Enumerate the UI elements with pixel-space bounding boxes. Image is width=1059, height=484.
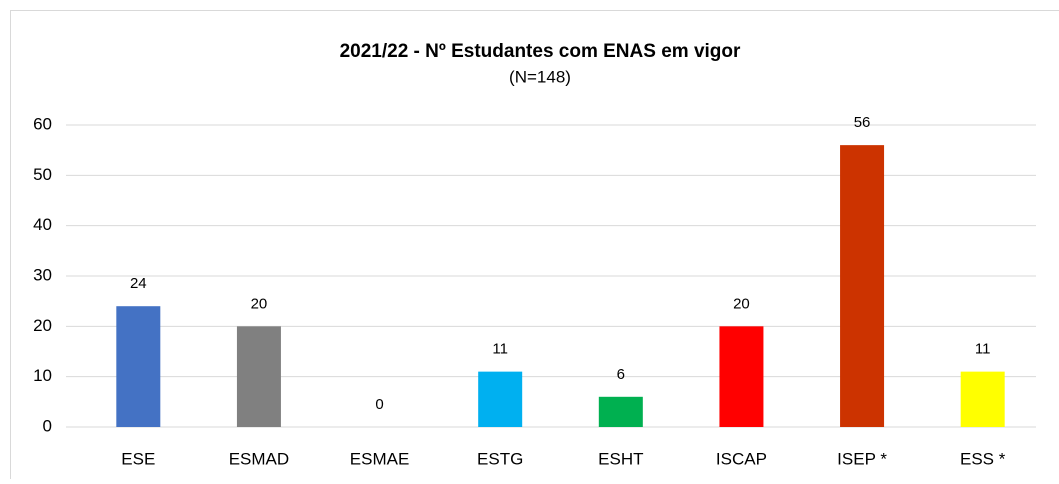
data-label: 56 <box>854 114 871 131</box>
chart-subtitle: (N=148) <box>509 67 571 86</box>
x-tick-label: ESHT <box>598 449 643 468</box>
x-tick-label: ESS * <box>960 449 1006 468</box>
y-tick-label: 20 <box>33 316 52 335</box>
x-tick-label: ESTG <box>477 449 523 468</box>
data-label: 11 <box>975 341 991 358</box>
y-tick-label: 50 <box>33 165 52 184</box>
data-label: 6 <box>617 366 625 383</box>
data-label: 24 <box>130 275 147 292</box>
x-tick-label: ESMAE <box>350 449 410 468</box>
data-label: 0 <box>375 396 383 413</box>
y-tick-label: 0 <box>43 416 52 435</box>
bar <box>840 145 884 427</box>
bar <box>961 372 1005 427</box>
data-label: 11 <box>492 341 508 358</box>
y-tick-label: 30 <box>33 265 52 284</box>
y-tick-label: 60 <box>33 114 52 133</box>
data-label: 20 <box>251 295 268 312</box>
x-tick-label: ISEP * <box>837 449 887 468</box>
y-tick-label: 10 <box>33 366 52 385</box>
bar <box>719 326 763 427</box>
y-tick-label: 40 <box>33 215 52 234</box>
bar <box>478 372 522 427</box>
bar <box>116 306 160 427</box>
x-tick-label: ESMAD <box>229 449 289 468</box>
chart-title: 2021/22 - Nº Estudantes com ENAS em vigo… <box>340 41 741 62</box>
bar <box>599 397 643 427</box>
data-label: 20 <box>733 295 750 312</box>
x-tick-label: ISCAP <box>716 449 767 468</box>
x-tick-label: ESE <box>121 449 155 468</box>
bar <box>237 326 281 427</box>
